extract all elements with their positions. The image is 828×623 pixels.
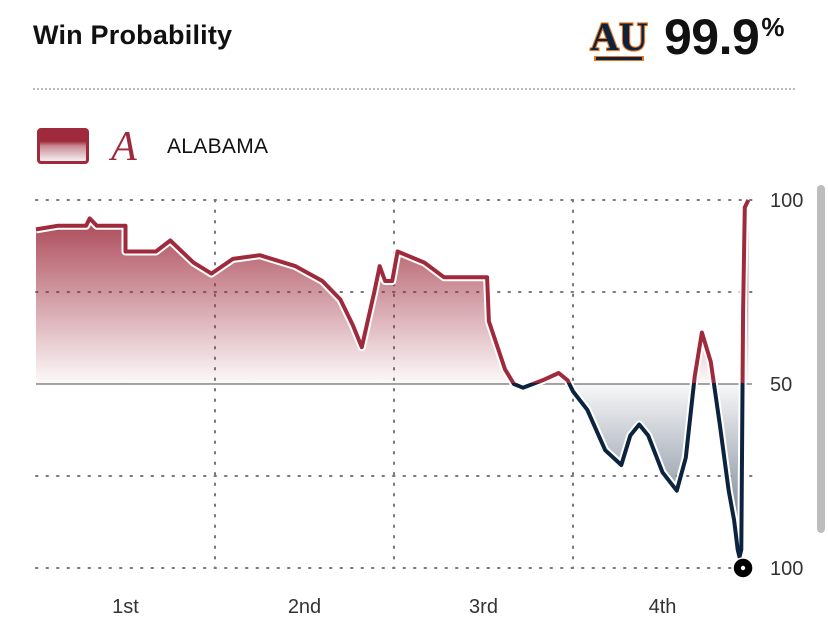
alabama-line (35, 199, 751, 383)
y-tick-label: 100 (770, 558, 803, 580)
scrollbar[interactable] (817, 185, 825, 533)
page-title: Win Probability (33, 20, 233, 50)
alabama-logo: A (108, 124, 137, 168)
x-tick-label: 1st (112, 596, 139, 618)
chart-areas (36, 200, 749, 557)
chart-marker (732, 557, 754, 579)
auburn-logo: AU (589, 13, 649, 61)
alabama-logo-text: A (108, 124, 137, 168)
win-probability-number: 99.9 (664, 9, 760, 65)
x-tick-label: 2nd (288, 596, 321, 618)
auburn-logo-text: AU (590, 14, 648, 59)
x-tick-label: 3rd (469, 596, 498, 618)
percent-symbol: % (761, 12, 784, 42)
y-tick-label: 50 (770, 374, 792, 396)
header-divider (33, 88, 795, 90)
x-tick-label: 4th (649, 596, 677, 618)
win-probability-value: 99.9% (664, 8, 784, 66)
final-marker-dot (740, 565, 746, 571)
auburn-area (36, 383, 749, 557)
alabama-area (36, 200, 749, 383)
y-tick-label: 100 (770, 190, 803, 212)
chart-lines (35, 198, 752, 561)
legend-team-label: ALABAMA (167, 135, 269, 158)
legend-swatch (37, 128, 89, 164)
chart-ticks: 1st 2nd 3rd 4th 100 50 100 (112, 190, 803, 618)
